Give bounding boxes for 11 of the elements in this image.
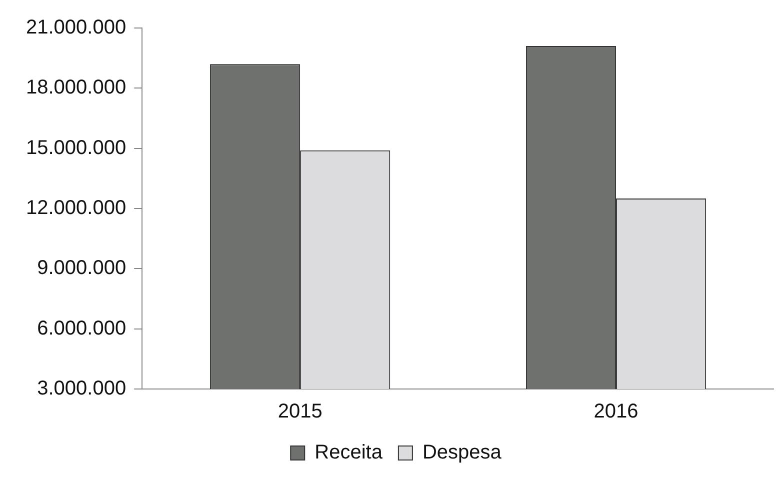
y-tick-label: 18.000.000 — [26, 76, 126, 99]
x-tick-label: 2015 — [278, 400, 322, 423]
y-tick-label: 6.000.000 — [37, 317, 126, 340]
legend-label: Receita — [314, 442, 384, 464]
y-tick-label: 9.000.000 — [37, 257, 126, 280]
x-tick-label: 2016 — [594, 400, 638, 423]
y-tick-label: 12.000.000 — [26, 197, 126, 220]
y-tick-label: 3.000.000 — [37, 378, 126, 400]
y-tick-label: 15.000.000 — [26, 136, 126, 159]
y-tick-label: 21.000.000 — [26, 16, 126, 39]
legend-label: Despesa — [422, 442, 502, 464]
